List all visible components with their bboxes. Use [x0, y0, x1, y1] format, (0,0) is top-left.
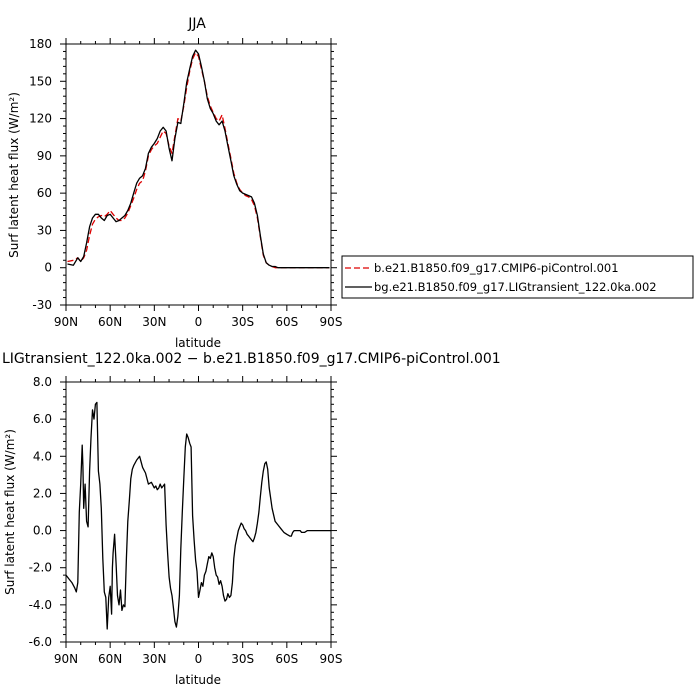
- bottom-chart-xlabel: latitude: [175, 673, 221, 687]
- bottom-chart-ylabel: Surf latent heat flux (W/m²): [3, 429, 17, 595]
- bottom-ytick-label: -6.0: [29, 635, 52, 649]
- top-chart-title: JJA: [187, 16, 206, 32]
- top-chart: JJA 90N 60N 30N 0 30S 60S 90S -30 0 30 60 90 120 150 1…: [7, 16, 342, 350]
- top-chart-xlabel: latitude: [175, 336, 221, 350]
- top-xtick-label: 90N: [54, 315, 78, 329]
- top-ytick-label: 150: [29, 74, 52, 88]
- legend-label-ligtransient: bg.e21.B1850.f09_g17.LIGtransient_122.0k…: [374, 280, 657, 294]
- top-series-line-1: [67, 49, 330, 269]
- top-ytick-label: 0: [44, 261, 52, 275]
- top-ytick-label: 30: [37, 223, 52, 237]
- bottom-series-line-0: [65, 401, 331, 630]
- top-xtick-label: 60N: [98, 315, 122, 329]
- bottom-xtick-label: 30N: [142, 652, 166, 666]
- bottom-ytick-label: 4.0: [33, 449, 52, 463]
- bottom-xtick-label: 90S: [320, 652, 343, 666]
- bottom-chart-ticks: 90N 60N 30N 0 30S 60S 90S -6.0 -4.0 -2.0 0.0 2.0 4.0…: [29, 375, 343, 666]
- bottom-chart-frame: [65, 381, 332, 643]
- legend-label-picontrol: b.e21.B1850.f09_g17.CMIP6-piControl.001: [374, 261, 619, 275]
- top-chart-ylabel: Surf latent heat flux (W/m²): [7, 92, 21, 258]
- bottom-ytick-label: -2.0: [29, 561, 52, 575]
- top-chart-series: [67, 49, 330, 269]
- top-xtick-label: 60S: [275, 315, 298, 329]
- top-ytick-label: 180: [29, 37, 52, 51]
- bottom-chart-title: LIGtransient_122.0ka.002 − b.e21.B1850.f…: [2, 351, 501, 367]
- top-xtick-label: 90S: [320, 315, 343, 329]
- bottom-xtick-label: 30S: [231, 652, 254, 666]
- top-ytick-label: -30: [32, 298, 52, 312]
- bottom-chart-series: [65, 401, 331, 630]
- top-chart-frame: [65, 43, 332, 306]
- bottom-ytick-label: 8.0: [33, 375, 52, 389]
- top-xtick-label: 0: [195, 315, 203, 329]
- top-series-line-0: [67, 52, 330, 269]
- bottom-ytick-label: 6.0: [33, 412, 52, 426]
- bottom-xtick-label: 0: [195, 652, 203, 666]
- bottom-chart: LIGtransient_122.0ka.002 − b.e21.B1850.f…: [2, 351, 501, 687]
- bottom-xtick-label: 90N: [54, 652, 78, 666]
- top-chart-ticks: 90N 60N 30N 0 30S 60S 90S -30 0 30 60 90 120 150 180: [29, 37, 342, 329]
- bottom-xtick-label: 60N: [98, 652, 122, 666]
- top-ytick-label: 90: [37, 149, 52, 163]
- top-xtick-label: 30S: [231, 315, 254, 329]
- bottom-ytick-label: 0.0: [33, 524, 52, 538]
- top-ytick-label: 60: [37, 186, 52, 200]
- top-ytick-label: 120: [29, 112, 52, 126]
- bottom-xtick-label: 60S: [275, 652, 298, 666]
- bottom-ytick-label: -4.0: [29, 598, 52, 612]
- top-xtick-label: 30N: [142, 315, 166, 329]
- legend-box: [341, 255, 694, 299]
- bottom-ytick-label: 2.0: [33, 486, 52, 500]
- legend: b.e21.B1850.f09_g17.CMIP6-piControl.001 …: [341, 255, 694, 299]
